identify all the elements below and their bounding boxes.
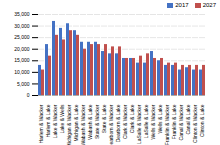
svg-text:Dearborn & Lake: Dearborn & Lake (115, 104, 121, 142)
svg-text:Clark & Lake: Clark & Lake (129, 104, 135, 133)
svg-text:Franklin & Lake: Franklin & Lake (171, 104, 177, 139)
svg-text:Franklin & Wacker: Franklin & Wacker (164, 104, 170, 145)
html-text:2027: 2027 (202, 2, 216, 8)
svg-text:LaSalle & Wacker: LaSalle & Wacker (136, 104, 142, 144)
svg-text:30,000: 30,000 (14, 23, 30, 29)
svg-text:Lake & Wacker: Lake & Wacker (52, 104, 58, 138)
svg-text:Clinton & Wacker: Clinton & Wacker (192, 104, 198, 143)
svg-text:Wells & Lake: Wells & Lake (157, 104, 163, 133)
svg-text:Lake & Wells: Lake & Wells (59, 104, 65, 134)
svg-text:Canal & Lake: Canal & Lake (185, 104, 191, 134)
svg-text:Clark & Wacker: Clark & Wacker (122, 104, 128, 139)
svg-text:10,000: 10,000 (14, 69, 30, 75)
svg-text:Wabash & Wacker: Wabash & Wacker (80, 104, 86, 145)
svg-text:15,000: 15,000 (14, 57, 30, 63)
svg-text:20,000: 20,000 (14, 46, 30, 52)
svg-text:Clinton & Lake: Clinton & Lake (199, 104, 205, 137)
svg-text:Michigan & Lake: Michigan & Lake (73, 104, 79, 141)
svg-text:Michigan & Wacker: Michigan & Wacker (66, 104, 72, 145)
svg-text:State & Lake: State & Lake (101, 104, 107, 133)
svg-text:State & Wacker: State & Wacker (94, 104, 100, 139)
svg-text:Wells & Wacker: Wells & Wacker (150, 104, 156, 139)
svg-text:Canal & Wacker: Canal & Wacker (178, 104, 184, 140)
svg-text:0: 0 (27, 92, 30, 98)
svg-text:35,000: 35,000 (14, 11, 30, 17)
svg-text:5,000: 5,000 (17, 81, 30, 87)
svg-text:Harlem & Lake: Harlem & Lake (45, 104, 51, 137)
svg-text:LaSalle & Lake: LaSalle & Lake (143, 104, 149, 138)
svg-text:25,000: 25,000 (14, 34, 30, 40)
svg-text:Harlem & Wacker: Harlem & Wacker (38, 104, 44, 143)
svg-text:Dearborn & Wacker: Dearborn & Wacker (108, 104, 114, 145)
svg-text:Wabash & Lake: Wabash & Lake (87, 104, 93, 139)
html-text:2017: 2017 (175, 2, 189, 8)
